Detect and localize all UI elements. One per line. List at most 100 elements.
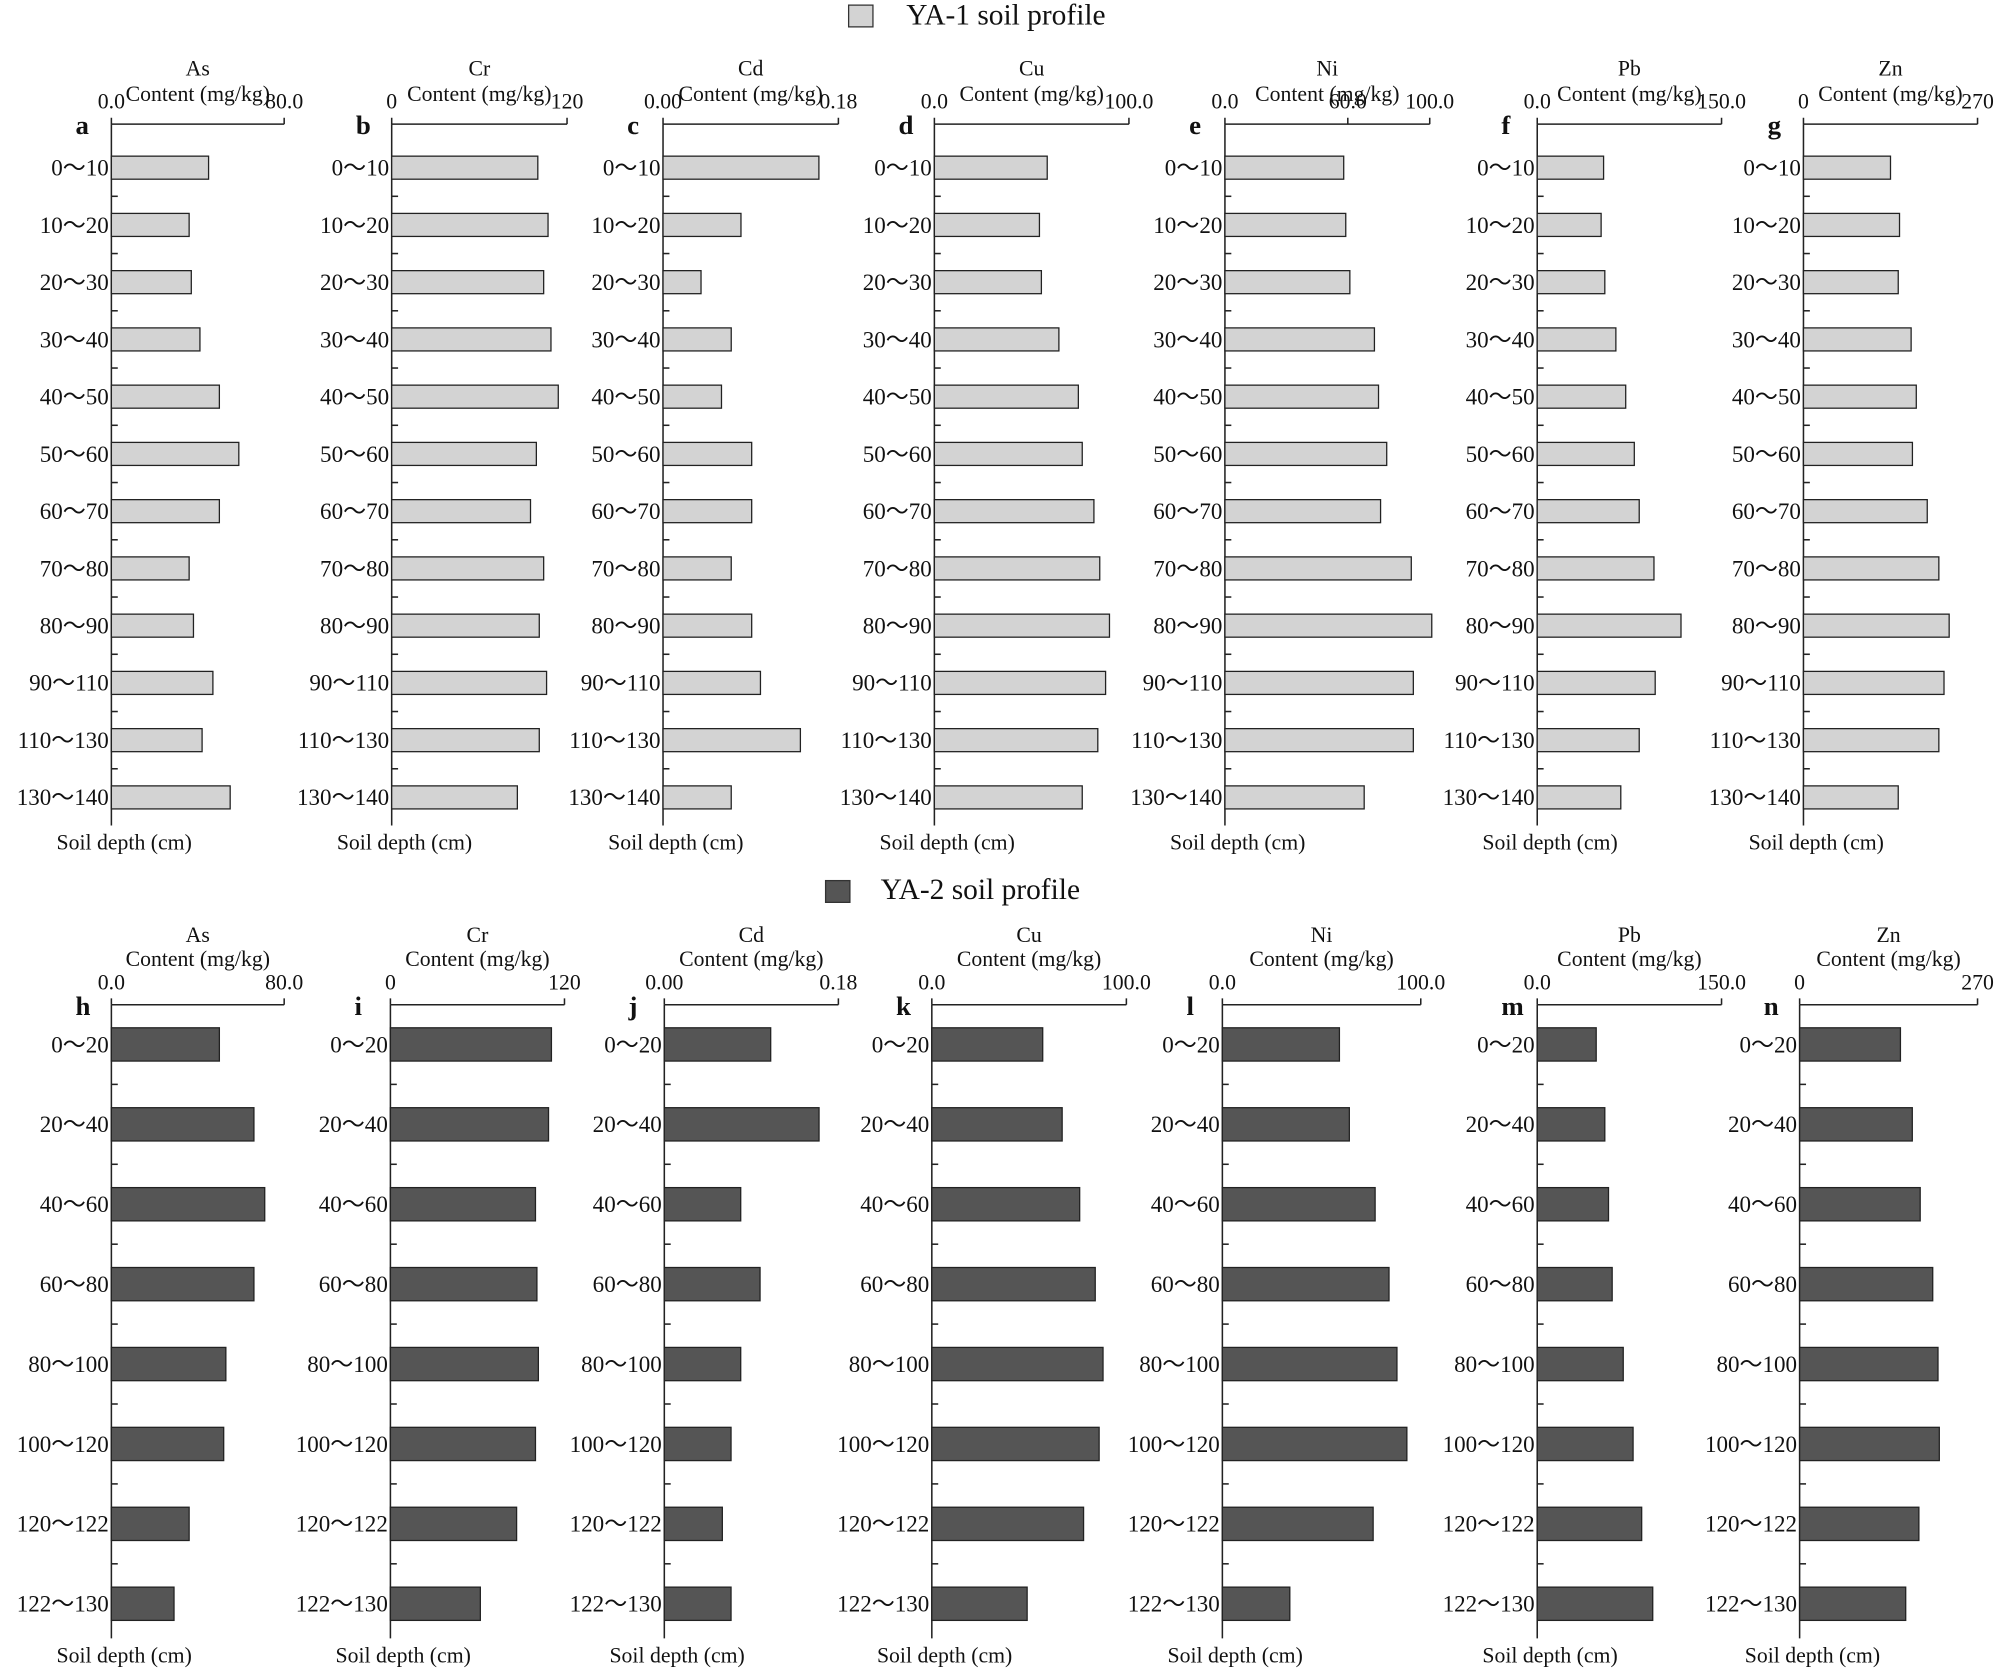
x-tick-label: 150.0 [1697, 970, 1746, 994]
bar [110, 499, 221, 524]
bar [663, 1107, 820, 1142]
y-tick-label: 20～30 [1732, 269, 1801, 295]
y-tick-label: 40～50 [40, 384, 109, 410]
bar [1536, 441, 1635, 467]
panel-letter: e [1189, 110, 1201, 140]
y-tick-label: 100～120 [1443, 1431, 1535, 1457]
x-tick-label: 150.0 [1697, 90, 1746, 114]
chart-title: Pb [1618, 923, 1641, 947]
chart-title: Zn [1878, 56, 1902, 80]
y-tick-label: 20～30 [320, 269, 389, 295]
y-tick-label: 10～20 [863, 212, 932, 238]
bar [1221, 1027, 1341, 1062]
y-tick-label: 20～40 [860, 1111, 929, 1137]
y-tick-label: 20～40 [40, 1111, 109, 1137]
y-tick-label: 30～40 [1466, 326, 1535, 352]
x-tick-label: 0.0 [98, 970, 125, 994]
chart-title: Cr [467, 923, 490, 947]
y-tick-label: 60～70 [591, 498, 660, 524]
bar [1802, 441, 1914, 467]
y-tick-label: 100～120 [296, 1431, 388, 1457]
bar [931, 1107, 1063, 1142]
y-tick-label: 40～60 [319, 1191, 388, 1217]
bar [389, 1346, 540, 1382]
y-tick-label: 0～10 [1477, 155, 1535, 181]
y-tick-label: 10～20 [40, 212, 109, 238]
y-tick-label: 110～130 [298, 727, 389, 753]
y-tick-label: 70～80 [1153, 555, 1222, 581]
x-tick-label: 100.0 [1396, 970, 1445, 994]
y-axis-label: Soil depth (cm) [1749, 831, 1884, 855]
bar [391, 499, 532, 524]
y-axis-label: Soil depth (cm) [608, 831, 743, 855]
bar [391, 727, 540, 753]
panel-letter: n [1764, 991, 1779, 1021]
bar [110, 327, 201, 352]
y-tick-label: 120～122 [296, 1511, 388, 1537]
x-tick-label: 60.0 [1329, 90, 1367, 114]
y-tick-label: 122～130 [837, 1591, 929, 1617]
bar [662, 670, 762, 696]
y-tick-label: 110～130 [1131, 727, 1222, 753]
bar [933, 327, 1060, 352]
x-axis-label: Content (mg/kg) [126, 947, 270, 971]
bar [391, 441, 537, 467]
y-tick-label: 90～110 [1143, 670, 1223, 696]
x-axis-label: Content (mg/kg) [407, 82, 551, 106]
x-tick-label: 0 [385, 970, 396, 994]
bar [389, 1586, 481, 1622]
bar [391, 155, 539, 180]
bar [110, 727, 203, 753]
bar [1536, 1586, 1654, 1622]
y-tick-label: 90～110 [309, 670, 389, 696]
y-tick-label: 70～80 [591, 555, 660, 581]
y-tick-label: 80～90 [1466, 612, 1535, 638]
legend-label: YA-2 soil profile [881, 874, 1080, 906]
y-tick-label: 80～100 [307, 1351, 388, 1377]
panel-letter: l [1187, 991, 1194, 1021]
y-axis-label: Soil depth (cm) [1170, 831, 1305, 855]
x-tick-label: 100.0 [1102, 970, 1151, 994]
bar [391, 384, 559, 409]
bar [1536, 1027, 1597, 1062]
y-tick-label: 40～60 [1728, 1191, 1797, 1217]
bar [1798, 1346, 1939, 1382]
x-axis-label: Content (mg/kg) [957, 947, 1101, 971]
y-tick-label: 60～80 [860, 1271, 929, 1297]
bar [1224, 441, 1388, 467]
x-tick-label: 270 [1961, 970, 1994, 994]
x-tick-label: 100.0 [1104, 90, 1153, 114]
panel-letter: c [627, 110, 639, 140]
x-axis-label: Content (mg/kg) [1255, 82, 1399, 106]
y-tick-label: 122～130 [1443, 1591, 1535, 1617]
y-axis-label: Soil depth (cm) [880, 831, 1015, 855]
bar [1536, 1346, 1624, 1382]
x-tick-label: 0 [1794, 970, 1805, 994]
bar [933, 155, 1048, 180]
y-tick-label: 20～30 [1466, 269, 1535, 295]
y-tick-label: 50～60 [40, 441, 109, 467]
bar [389, 1266, 538, 1302]
bar [391, 212, 549, 238]
y-tick-label: 30～40 [40, 326, 109, 352]
x-tick-label: 0 [386, 90, 397, 114]
bar [110, 1586, 175, 1622]
y-tick-label: 60～70 [320, 498, 389, 524]
bar [110, 212, 190, 238]
chart-title: Cu [1019, 56, 1045, 80]
bar [1224, 270, 1351, 295]
bar [110, 785, 231, 810]
x-tick-label: 80.0 [265, 90, 303, 114]
bar [1802, 212, 1901, 238]
bar [1536, 1506, 1643, 1542]
y-tick-label: 60～80 [319, 1271, 388, 1297]
y-tick-label: 50～60 [1732, 441, 1801, 467]
bar [389, 1426, 537, 1462]
y-tick-label: 30～40 [1732, 326, 1801, 352]
y-tick-label: 70～80 [320, 555, 389, 581]
y-tick-label: 60～80 [40, 1271, 109, 1297]
bar [662, 499, 753, 524]
y-tick-label: 40～50 [1153, 384, 1222, 410]
bar [662, 613, 753, 638]
